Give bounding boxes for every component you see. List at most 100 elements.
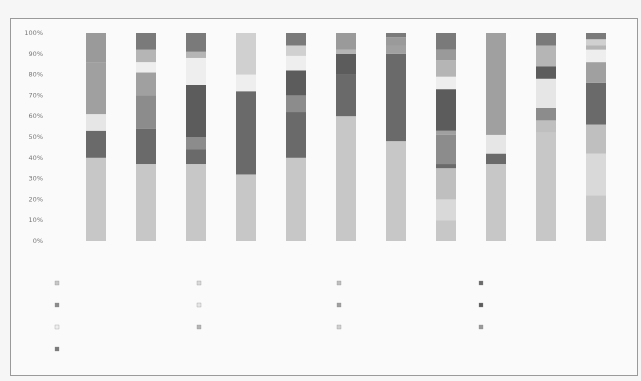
legend-item bbox=[336, 280, 342, 286]
bar-segment bbox=[136, 164, 156, 241]
y-tick-label: 0% bbox=[33, 237, 43, 245]
chart-frame: 0% 10% 20% 30% 40% 50% 60% 70% 80% 90% 100% bbox=[10, 18, 638, 376]
bar-segment bbox=[586, 39, 606, 46]
bar-segment bbox=[86, 114, 106, 131]
legend-marker bbox=[54, 346, 60, 352]
legend-item bbox=[478, 280, 484, 286]
bar-segment bbox=[386, 37, 406, 46]
bar-segment bbox=[586, 124, 606, 154]
bar-segment bbox=[336, 53, 356, 75]
bar-stack bbox=[386, 33, 406, 241]
bar-segment bbox=[536, 107, 556, 121]
bar-segment bbox=[136, 33, 156, 50]
bar-segment bbox=[586, 45, 606, 50]
legend-item bbox=[478, 302, 484, 308]
y-tick-label: 30% bbox=[29, 175, 43, 183]
bar-segment bbox=[436, 168, 456, 200]
bar-segment bbox=[136, 95, 156, 129]
bar-segment bbox=[286, 157, 306, 241]
bar-segment bbox=[386, 45, 406, 54]
bar-segment bbox=[536, 132, 556, 241]
bar-segment bbox=[436, 60, 456, 77]
bar-segment bbox=[486, 164, 506, 241]
bar-segment bbox=[86, 33, 106, 63]
bar-segment bbox=[336, 116, 356, 241]
bar-segment bbox=[586, 49, 606, 63]
bar-segment bbox=[436, 220, 456, 241]
bar-segment bbox=[236, 74, 256, 92]
bar-segment bbox=[286, 45, 306, 56]
legend-item bbox=[196, 280, 202, 286]
bar-segment bbox=[86, 130, 106, 158]
bar-segment bbox=[486, 134, 506, 154]
legend-item bbox=[54, 280, 60, 286]
y-tick-label: 20% bbox=[29, 195, 43, 203]
bar-segment bbox=[436, 199, 456, 221]
bar-segment bbox=[236, 33, 256, 75]
bar-segment bbox=[286, 112, 306, 158]
bar-stack bbox=[336, 33, 356, 241]
y-tick-label: 10% bbox=[29, 216, 43, 224]
legend-item bbox=[54, 302, 60, 308]
bar-stack bbox=[236, 33, 256, 241]
bar-segment bbox=[536, 120, 556, 133]
legend bbox=[54, 280, 484, 352]
bar-segment bbox=[186, 85, 206, 137]
bar-segment bbox=[586, 153, 606, 196]
bar-segment bbox=[186, 164, 206, 241]
bar-segment bbox=[386, 53, 406, 142]
bar-segment bbox=[86, 62, 106, 115]
bar-segment bbox=[536, 33, 556, 46]
bar-segment bbox=[486, 33, 506, 135]
bar-segment bbox=[336, 33, 356, 50]
bar-segment bbox=[286, 55, 306, 71]
bar-stacks bbox=[86, 33, 606, 241]
legend-marker bbox=[196, 324, 202, 330]
legend-marker bbox=[54, 324, 60, 330]
bar-segment bbox=[86, 157, 106, 241]
legend-marker bbox=[478, 280, 484, 286]
legend-marker bbox=[336, 324, 342, 330]
legend-marker bbox=[478, 324, 484, 330]
legend-marker bbox=[54, 302, 60, 308]
y-tick-label: 50% bbox=[29, 133, 43, 141]
bar-segment bbox=[586, 195, 606, 241]
bar-stack bbox=[486, 33, 506, 241]
bar-segment bbox=[586, 33, 606, 40]
bar-segment bbox=[186, 137, 206, 150]
bar-segment bbox=[336, 74, 356, 117]
bar-segment bbox=[536, 45, 556, 67]
legend-item bbox=[478, 324, 484, 330]
bar-segment bbox=[536, 78, 556, 108]
legend-marker bbox=[54, 280, 60, 286]
bar-segment bbox=[236, 91, 256, 175]
legend-item bbox=[196, 324, 202, 330]
bar-segment bbox=[286, 70, 306, 96]
bar-segment bbox=[536, 66, 556, 79]
bar-segment bbox=[436, 76, 456, 90]
bar-segment bbox=[336, 49, 356, 54]
legend-marker bbox=[196, 280, 202, 286]
bar-segment bbox=[286, 95, 306, 113]
y-tick-label: 40% bbox=[29, 154, 43, 162]
bar-segment bbox=[286, 33, 306, 46]
bar-stack bbox=[286, 33, 306, 241]
bar-stack bbox=[536, 33, 556, 241]
bar-segment bbox=[436, 164, 456, 169]
bar-segment bbox=[436, 89, 456, 131]
legend-item bbox=[336, 324, 342, 330]
bar-segment bbox=[436, 134, 456, 165]
bar-segment bbox=[186, 51, 206, 58]
bar-stack bbox=[86, 33, 106, 241]
bar-segment bbox=[436, 130, 456, 135]
y-tick-label: 90% bbox=[29, 50, 43, 58]
bar-segment bbox=[136, 62, 156, 73]
y-tick-label: 100% bbox=[24, 29, 43, 37]
bar-segment bbox=[486, 153, 506, 165]
bar-segment bbox=[136, 49, 156, 63]
bar-stack bbox=[186, 33, 206, 241]
y-tick-label: 80% bbox=[29, 71, 43, 79]
bar-segment bbox=[186, 57, 206, 85]
bar-segment bbox=[136, 128, 156, 165]
